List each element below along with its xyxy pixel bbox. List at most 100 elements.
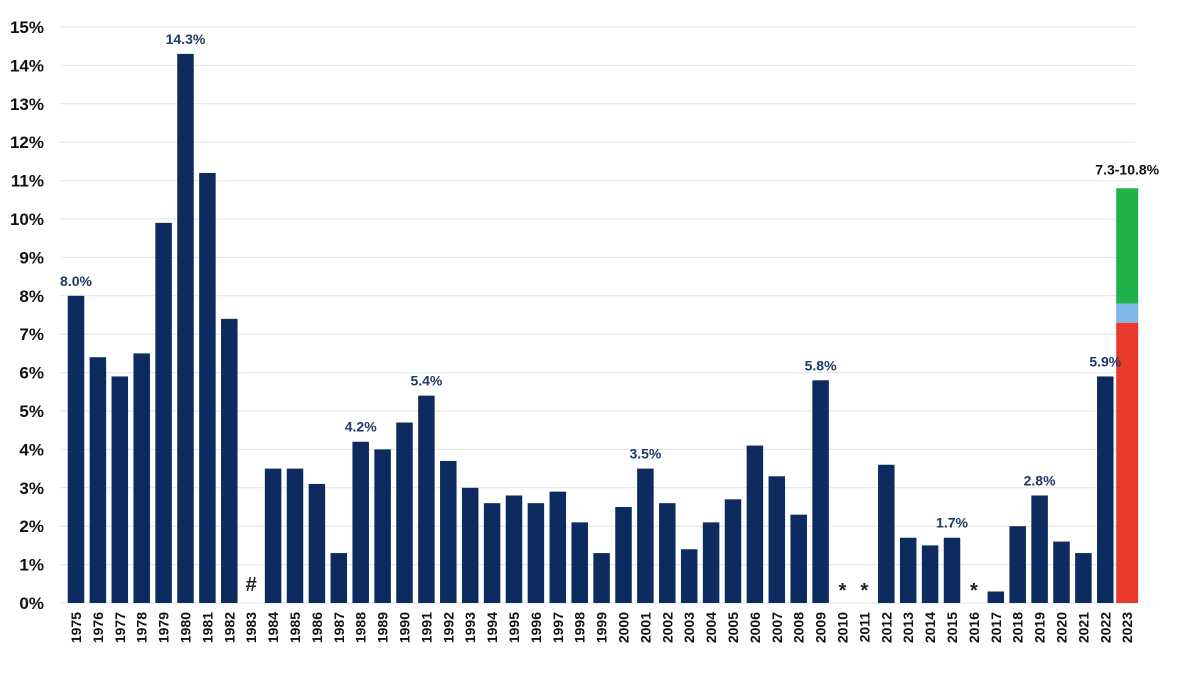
y-tick-label: 13% <box>10 95 44 114</box>
bar-1990 <box>396 422 413 603</box>
x-tick-label-2003: 2003 <box>681 612 697 643</box>
x-tick-label-2000: 2000 <box>616 612 632 643</box>
x-tick-label-1990: 1990 <box>397 612 413 643</box>
bar-1979 <box>155 222 172 603</box>
x-tick-label-2018: 2018 <box>1010 612 1026 643</box>
x-tick-label-2013: 2013 <box>900 612 916 643</box>
x-tick-label-2017: 2017 <box>988 612 1004 643</box>
x-tick-label-1992: 1992 <box>440 612 456 643</box>
bar-1989 <box>374 449 391 603</box>
bar-2007 <box>768 476 786 603</box>
bar-1996 <box>527 503 545 603</box>
y-tick-label: 11% <box>11 172 44 191</box>
bars <box>67 53 1139 604</box>
bar-1992 <box>440 460 457 603</box>
x-tick-label-2004: 2004 <box>703 612 719 643</box>
x-tick-label-1996: 1996 <box>528 612 544 643</box>
y-tick-label: 1% <box>19 556 44 575</box>
bar-1999 <box>593 553 610 603</box>
y-tick-label: 12% <box>10 133 44 152</box>
x-tick-label-2007: 2007 <box>769 612 785 643</box>
marker-2010: * <box>839 580 847 602</box>
bar-2013 <box>899 537 917 603</box>
bar-2014 <box>921 545 939 603</box>
bar-1991 <box>418 395 435 603</box>
range-segment-1 <box>1116 303 1139 323</box>
x-tick-label-1977: 1977 <box>112 612 128 643</box>
bar-2022 <box>1097 376 1114 603</box>
x-tick-label-1980: 1980 <box>178 612 194 643</box>
data-label-2022: 5.9% <box>1089 353 1121 369</box>
marker-1983: # <box>246 574 257 596</box>
bar-2005 <box>724 499 742 603</box>
bar-2019 <box>1031 495 1048 603</box>
x-tick-label-2006: 2006 <box>747 612 763 643</box>
bar-2015 <box>943 537 961 603</box>
x-tick-label-2016: 2016 <box>966 612 982 643</box>
bar-1993 <box>461 487 479 603</box>
bar-1978 <box>133 353 150 603</box>
bar-1982 <box>221 318 238 603</box>
x-tick-label-2020: 2020 <box>1054 612 1070 643</box>
bar-2003 <box>680 549 698 603</box>
y-tick-label: 4% <box>19 440 44 459</box>
x-tick-label-1988: 1988 <box>353 612 369 643</box>
y-tick-label: 6% <box>19 364 44 383</box>
x-tick-label-2019: 2019 <box>1032 612 1048 643</box>
x-tick-label-1999: 1999 <box>594 612 610 643</box>
bar-2008 <box>790 514 807 603</box>
bar-2021 <box>1075 553 1092 603</box>
x-tick-label-1991: 1991 <box>418 612 434 643</box>
y-tick-label: 9% <box>19 248 44 267</box>
data-label-1988: 4.2% <box>345 419 377 435</box>
bar-2017 <box>987 591 1005 603</box>
bar-2018 <box>1009 526 1026 603</box>
x-tick-label-2001: 2001 <box>637 612 653 643</box>
x-tick-label-1985: 1985 <box>287 612 303 643</box>
x-axis-ticks: 1975 1976 1977 1978 1979 1980 1981 1982 1983 1984… <box>68 612 1135 643</box>
bar-1988 <box>352 441 369 603</box>
x-tick-label-1983: 1983 <box>243 612 259 643</box>
x-tick-label-2009: 2009 <box>813 612 829 643</box>
x-tick-label-1995: 1995 <box>506 612 522 643</box>
y-tick-label: 14% <box>10 56 44 75</box>
bar-1981 <box>199 172 216 604</box>
x-tick-label-2023: 2023 <box>1119 612 1135 643</box>
bar-1976 <box>89 357 107 603</box>
x-tick-label-2008: 2008 <box>791 612 807 643</box>
bar-1975 <box>67 295 85 603</box>
data-label-1975: 8.0% <box>60 273 92 289</box>
data-labels: 8.0% 14.3% 4.2% 5.4% 3.5% 5.8% 1.7% 2.8% 5.9% 7.3… <box>60 31 1160 531</box>
y-tick-label: 10% <box>10 210 44 229</box>
x-tick-label-1993: 1993 <box>462 612 478 643</box>
x-tick-label-1981: 1981 <box>199 612 215 643</box>
y-tick-label: 0% <box>19 594 44 613</box>
range-segment-2 <box>1116 188 1139 304</box>
x-tick-label-1975: 1975 <box>68 612 84 643</box>
x-tick-label-1979: 1979 <box>156 612 172 643</box>
bar-2004 <box>702 522 720 603</box>
data-label-1980: 14.3% <box>166 31 206 47</box>
bar-2012 <box>878 464 895 603</box>
bar-1986 <box>308 483 326 603</box>
x-tick-label-1982: 1982 <box>221 612 237 643</box>
x-tick-label-2002: 2002 <box>659 612 675 643</box>
data-label-2015: 1.7% <box>936 515 968 531</box>
bar-1985 <box>286 468 304 603</box>
y-axis-ticks: 0% 1% 2% 3% 4% 5% 6% 7% 8% 9% 10% 11% 12% 13% 14% 15% <box>10 18 44 613</box>
bar-2009 <box>812 380 829 603</box>
y-tick-label: 7% <box>19 325 44 344</box>
x-tick-label-1986: 1986 <box>309 612 325 643</box>
marker-2016: * <box>970 580 978 602</box>
bar-1998 <box>571 522 588 603</box>
x-tick-label-1989: 1989 <box>375 612 391 643</box>
bar-1994 <box>483 503 501 603</box>
bar-1980 <box>177 53 194 603</box>
x-tick-label-2021: 2021 <box>1075 612 1091 643</box>
bar-1987 <box>330 553 348 603</box>
bar-1984 <box>264 468 282 603</box>
x-tick-label-2010: 2010 <box>835 612 851 643</box>
x-tick-label-2012: 2012 <box>878 612 894 643</box>
